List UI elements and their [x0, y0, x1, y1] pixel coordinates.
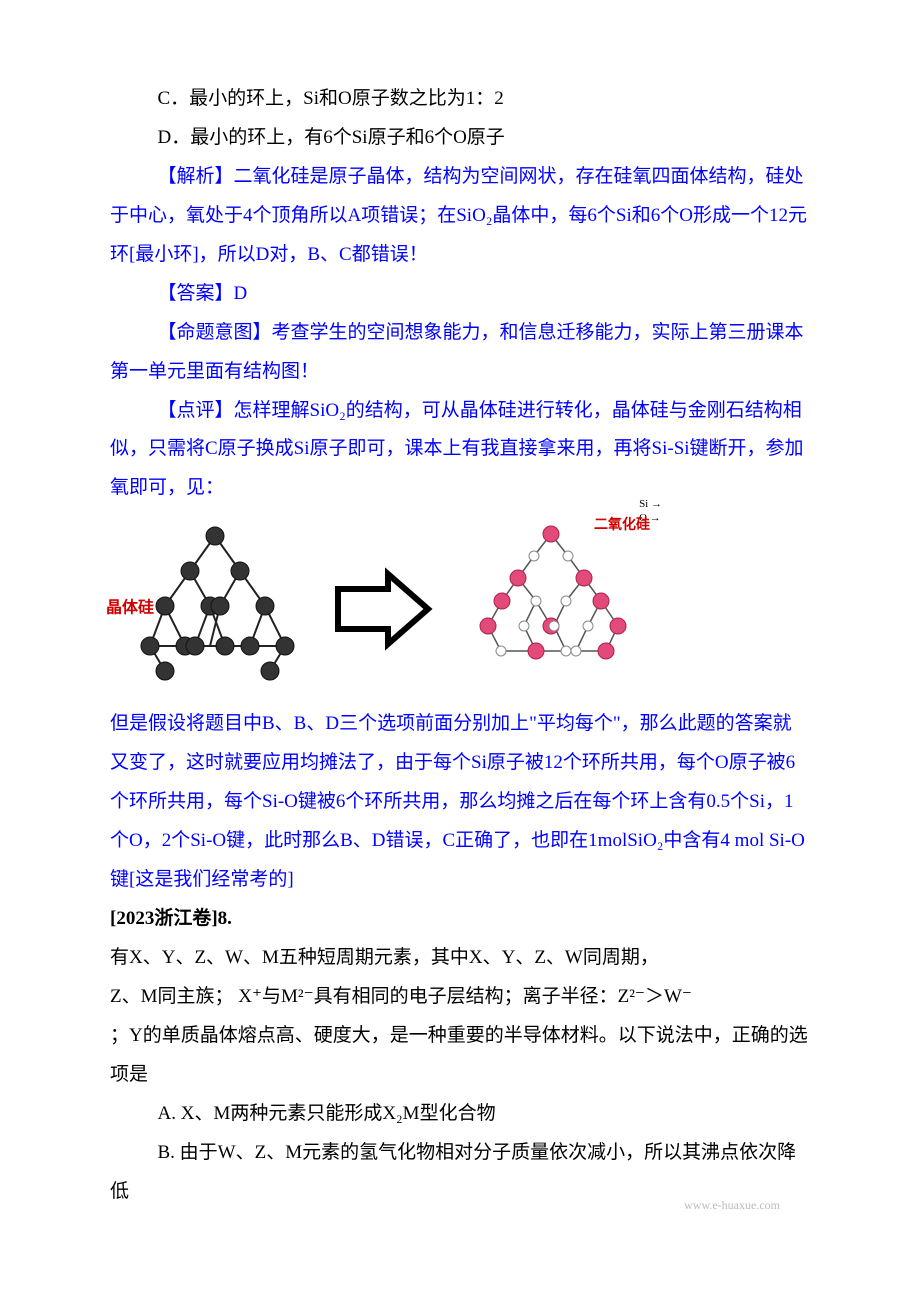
q2-stem2-l2: ；Y的单质晶体熔点高、硬度大，是一种重要的半导体材料。以下说法中，正确的选项是 — [110, 1017, 810, 1095]
q2-stem2-l1: Z、M同主族； X⁺与M²⁻具有相同的电子层结构；离子半径：Z²⁻＞W⁻ — [110, 978, 810, 1017]
comment: 【点评】怎样理解SiO₂的结构，可从晶体硅进行转化，晶体硅与金刚石结构相似，只需… — [110, 392, 810, 509]
q2-source-label: [2023浙江卷]8. — [110, 908, 232, 929]
sio2-label: 二氧化硅 — [594, 512, 650, 541]
note: 但是假设将题目中B、B、D三个选项前面分别加上"平均每个"，那么此题的答案就又变… — [110, 705, 810, 900]
q2-source: [2023浙江卷]8. — [110, 900, 810, 939]
analysis: 【解析】二氧化硅是原子晶体，结构为空间网状，存在硅氧四面体结构，硅处于中心，氧处… — [110, 158, 810, 275]
intent-label: 【命题意图】 — [158, 322, 272, 343]
crystal-si-label: 晶体硅 — [106, 592, 154, 625]
arrow-icon — [328, 564, 438, 654]
q2-optA: A. X、M两种元素只能形成X₂M型化合物 — [110, 1095, 810, 1134]
crystal-si-figure: 晶体硅 — [110, 516, 320, 701]
q2-stem1: 有X、Y、Z、W、M五种短周期元素，其中X、Y、Z、W同周期， — [110, 939, 810, 978]
analysis-label: 【解析】 — [158, 166, 234, 187]
answer-label: 【答案】 — [158, 283, 234, 304]
intent: 【命题意图】考查学生的空间想象能力，和信息迁移能力，实际上第三册课本第一单元里面… — [110, 314, 810, 392]
answer-text: D — [234, 283, 248, 304]
sio2-figure: 二氧化硅 Si → O → — [446, 516, 656, 701]
legend-si: Si → — [639, 498, 662, 510]
answer: 【答案】D — [110, 275, 810, 314]
sio2-svg — [446, 516, 656, 686]
figure-row: 晶体硅 — [110, 516, 810, 701]
comment-label: 【点评】 — [158, 400, 234, 421]
watermark: www.e-huaxue.com — [110, 1193, 780, 1218]
option-d: D．最小的环上，有6个Si原子和6个O原子 — [110, 119, 810, 158]
option-c: C．最小的环上，Si和O原子数之比为1：2 — [110, 80, 810, 119]
